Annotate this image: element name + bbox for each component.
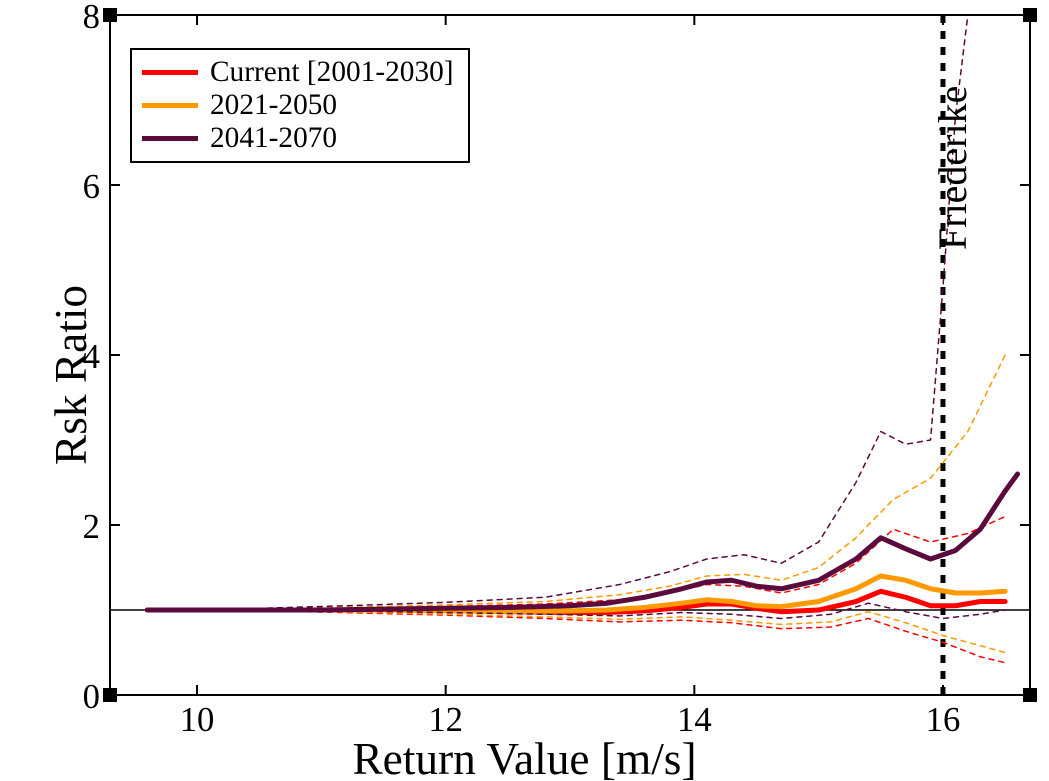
legend: Current [2001-2030]2021-20502041-2070: [130, 48, 470, 163]
legend-item: 2021-2050: [142, 89, 454, 122]
legend-swatch: [142, 136, 198, 141]
legend-label: Current [2001-2030]: [210, 56, 454, 89]
x-axis-label: Return Value [m/s]: [0, 733, 1049, 781]
legend-label: 2041-2070: [210, 122, 337, 155]
corner-marker-br: [1023, 688, 1037, 702]
y-tick-label: 2: [83, 508, 100, 547]
y-tick-label: 8: [83, 0, 100, 37]
legend-label: 2021-2050: [210, 89, 337, 122]
corner-marker-bl: [103, 688, 117, 702]
y-tick-label: 0: [83, 678, 100, 717]
corner-marker-tl: [103, 8, 117, 22]
series-line: [147, 355, 1005, 610]
legend-item: 2041-2070: [142, 122, 454, 155]
x-tick-label: 14: [664, 701, 724, 740]
legend-swatch: [142, 103, 198, 108]
series-line: [147, 610, 1005, 663]
legend-swatch: [142, 70, 198, 75]
x-tick-label: 16: [913, 701, 973, 740]
x-tick-label: 12: [416, 701, 476, 740]
corner-marker-tr: [1023, 8, 1037, 22]
risk-ratio-chart: Return Value [m/s] Rsk Ratio Friederike …: [0, 0, 1049, 781]
x-tick-label: 10: [167, 701, 227, 740]
legend-item: Current [2001-2030]: [142, 56, 454, 89]
y-tick-label: 4: [83, 338, 100, 377]
series-line: [147, 610, 1005, 653]
series-line: [147, 474, 1017, 610]
y-tick-label: 6: [83, 168, 100, 207]
series-line: [147, 517, 1005, 611]
vline-label-friederike: Friederike: [929, 86, 976, 250]
